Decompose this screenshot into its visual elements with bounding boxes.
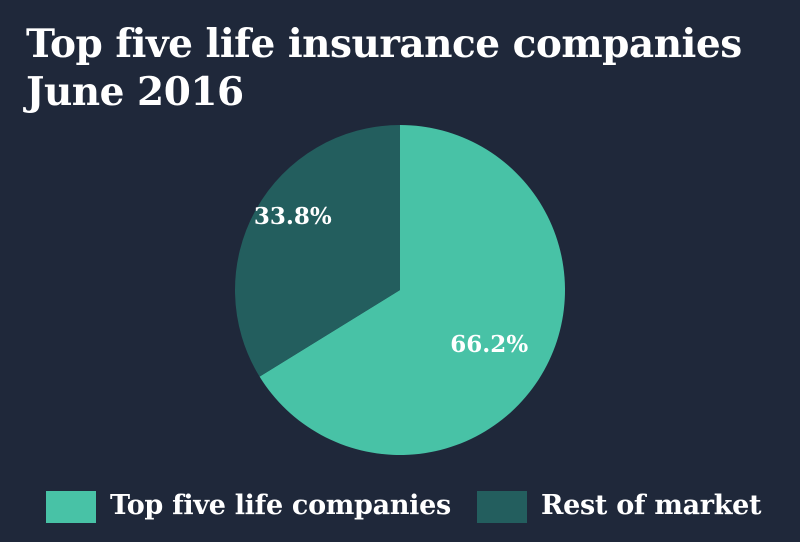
chart-title: Top five life insurance companies June 2…: [26, 20, 786, 116]
pie-slice-label-1: 33.8%: [254, 203, 332, 230]
pie-slice-0: [259, 125, 565, 455]
pie-slice-label-0: 66.2%: [450, 331, 528, 358]
legend-label-top-five: Top five life companies: [110, 490, 451, 521]
legend-swatch-top-five: [46, 491, 96, 523]
chart-title-line: Top five life insurance companies: [26, 21, 742, 67]
legend-swatch-rest-of-market: [477, 491, 527, 523]
chart-subtitle: June 2016: [26, 69, 244, 115]
legend: Top five life companies Rest of market: [0, 488, 800, 524]
legend-label-rest-of-market: Rest of market: [541, 490, 762, 521]
pie-slice-1: [234, 125, 400, 377]
